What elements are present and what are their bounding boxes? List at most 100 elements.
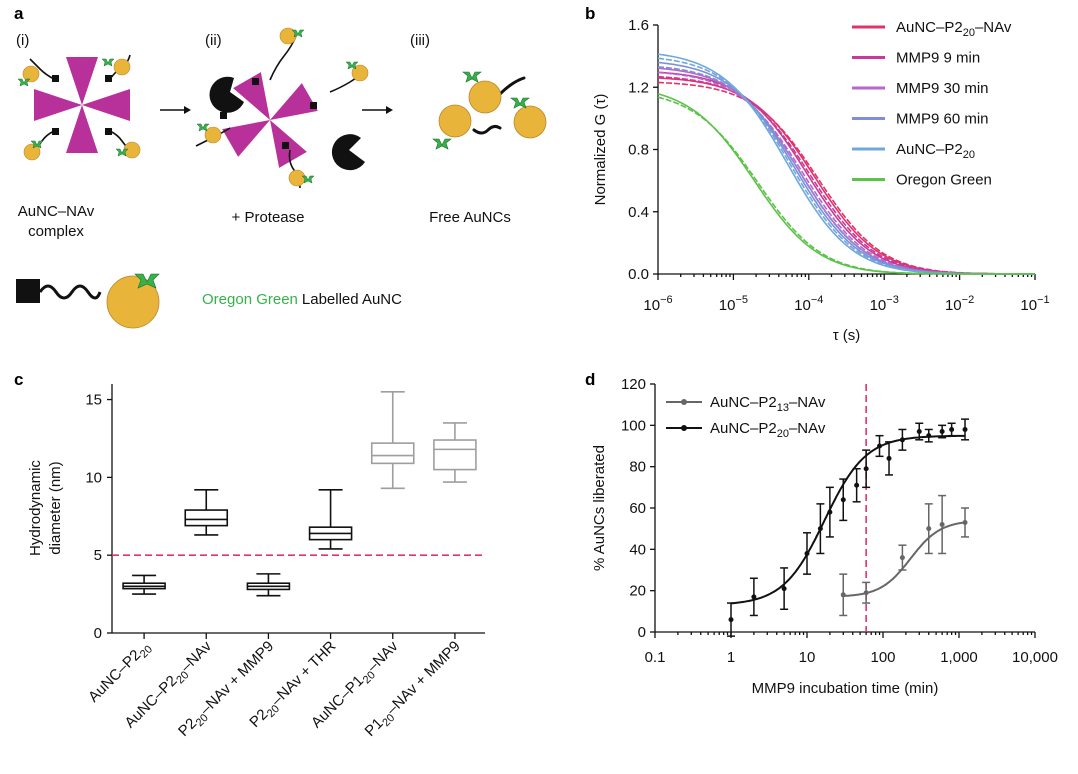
y-axis-label: Hydrodynamic — [27, 460, 44, 556]
fit-curve — [843, 521, 966, 597]
data-point — [817, 526, 823, 532]
x-tick-label: 10 — [799, 649, 816, 666]
x-tick-base: 10 — [1020, 297, 1037, 314]
x-tick-label: 100 — [870, 649, 895, 666]
data-point — [939, 522, 945, 528]
legend-entry-main: MMP9 30 min — [896, 80, 989, 97]
legend-entry-sub: 20 — [777, 428, 789, 440]
x-axis-label: MMP9 incubation time (min) — [752, 680, 939, 697]
step-ii-caption: + Protease — [232, 209, 305, 226]
y-tick-label: 100 — [621, 417, 646, 434]
legend-marker — [681, 425, 687, 431]
x-tick-label-part: AuNC–P1 — [308, 672, 367, 731]
panel-a: a (i) (ii) (iii) — [14, 4, 547, 329]
data-point — [863, 590, 869, 596]
x-tick-label-part: –NAv — [364, 637, 402, 675]
x-tick-label: 10−4 — [794, 294, 823, 314]
data-point — [781, 586, 787, 592]
x-tick-exp: −6 — [660, 294, 673, 306]
x-tick-exp: −2 — [962, 294, 975, 306]
arrow-right-icon — [362, 106, 393, 114]
legend-entry: AuNC–P220 — [896, 141, 975, 161]
legend-entry-sub: 20 — [963, 27, 975, 39]
x-tick-label: 10−6 — [643, 294, 672, 314]
y-tick-label: 80 — [629, 459, 646, 476]
box-body — [370, 442, 415, 465]
legend-entry-sub: 20 — [963, 149, 975, 161]
y-tick-label: 10 — [85, 469, 102, 486]
legend-entry: MMP9 60 min — [896, 111, 989, 128]
x-tick-base: 10 — [945, 297, 962, 314]
data-point — [926, 433, 932, 439]
x-tick-label: 10−2 — [945, 294, 974, 314]
data-point — [751, 594, 757, 600]
x-tick-label: 0.1 — [645, 649, 666, 666]
data-point — [916, 429, 922, 435]
legend-entry: AuNC–P213–NAv — [710, 394, 826, 414]
x-tick-exp: −4 — [811, 294, 824, 306]
y-axis-label-line2: diameter (nm) — [47, 461, 64, 554]
legend-entry-suffix: –NAv — [789, 394, 826, 411]
legend-entry-main: AuNC–P2 — [710, 394, 777, 411]
x-tick-base: 10 — [643, 297, 660, 314]
legend-marker — [681, 399, 687, 405]
protease-cleavage-icon — [195, 27, 369, 189]
x-tick-exp: −3 — [886, 294, 899, 306]
arrow-right-icon — [160, 106, 191, 114]
y-tick-label: 0 — [94, 625, 102, 642]
y-tick-label: 1.2 — [628, 79, 649, 96]
x-tick-label-part: AuNC–P2 — [85, 646, 144, 705]
y-tick-label: 0 — [638, 624, 646, 641]
legend-entry-main: MMP9 60 min — [896, 111, 989, 128]
x-tick-label-part: AuNC–P2 — [121, 672, 180, 731]
legend-entry-suffix: –NAv — [789, 420, 826, 437]
data-point — [827, 509, 833, 515]
y-tick-label: 5 — [94, 547, 102, 564]
legend-entry: MMP9 30 min — [896, 80, 989, 97]
legend-entry-main: AuNC–P2 — [710, 420, 777, 437]
x-tick-base: 10 — [719, 297, 736, 314]
data-point — [854, 482, 860, 488]
fcs-curve — [657, 96, 1035, 275]
x-tick-label: 10,000 — [1012, 649, 1058, 666]
y-tick-label: 15 — [85, 392, 102, 409]
legend-entry-suffix: –NAv — [975, 19, 1012, 36]
data-point — [863, 466, 869, 472]
legend-entry: MMP9 9 min — [896, 50, 980, 67]
box-body — [184, 509, 229, 527]
data-point — [962, 426, 968, 432]
legend-entry-sub: 13 — [777, 402, 789, 414]
step-iii-caption: Free AuNCs — [429, 209, 511, 226]
y-axis-label: % AuNCs liberated — [591, 445, 608, 571]
legend-labelled-aunc: Oregon Green Labelled AuNC — [202, 291, 402, 308]
step-iii-label: (iii) — [410, 32, 430, 49]
data-point — [804, 550, 810, 556]
y-tick-label: 0.4 — [628, 204, 649, 221]
data-point — [899, 555, 905, 561]
x-tick-label-part: –NAv — [177, 637, 215, 675]
data-point — [962, 519, 968, 525]
legend-labelled-aunc-word: Labelled AuNC — [302, 291, 402, 308]
legend-entry: AuNC–P220–NAv — [710, 420, 826, 440]
y-axis-label: Normalized G (τ) — [592, 94, 609, 206]
x-tick-base: 10 — [794, 297, 811, 314]
step-ii-label: (ii) — [205, 32, 222, 49]
legend-entry-main: MMP9 9 min — [896, 50, 980, 67]
data-point — [886, 455, 892, 461]
panel-d-label: d — [585, 370, 595, 389]
box-body — [433, 439, 477, 471]
data-point — [728, 617, 734, 623]
fit-curve — [730, 434, 965, 605]
aunc-nav-complex-icon — [17, 54, 141, 161]
data-point — [840, 592, 846, 598]
y-tick-label: 60 — [629, 500, 646, 517]
step-i-caption: AuNC–NAv — [18, 203, 95, 220]
x-tick-label: 10−3 — [870, 294, 899, 314]
labelled-aunc-icon — [16, 273, 160, 329]
data-point — [939, 429, 945, 435]
data-point — [840, 497, 846, 503]
x-tick-label: 10−5 — [719, 294, 748, 314]
x-axis-label: τ (s) — [833, 327, 861, 344]
panel-b-label: b — [585, 4, 595, 23]
